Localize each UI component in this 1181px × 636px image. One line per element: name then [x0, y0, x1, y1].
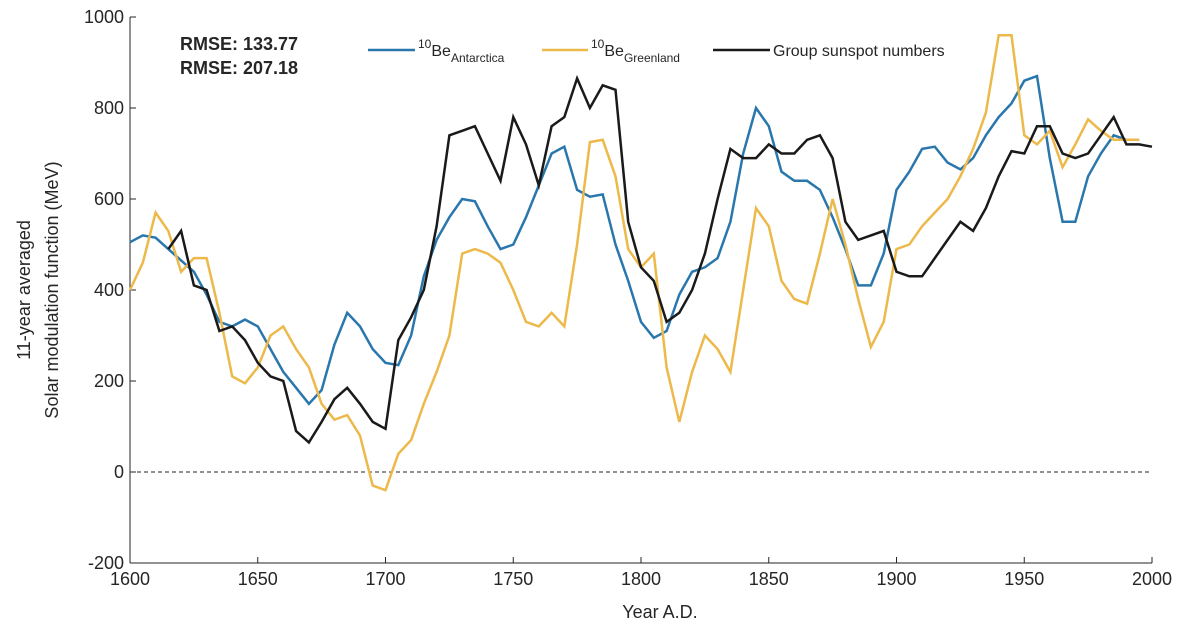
y-tick-label: 200 [94, 371, 124, 391]
series-line [167, 74, 1153, 445]
annotation: RMSE: 133.77 [180, 34, 298, 54]
x-tick-label: 1800 [621, 569, 661, 589]
legend-sub: Antarctica [451, 51, 505, 65]
legend-label: 10BeGreenland [591, 37, 680, 65]
x-tick-label: 1600 [110, 569, 150, 589]
legend-base: Be [604, 43, 624, 60]
legend-base: Group sunspot numbers [773, 43, 945, 60]
x-tick-label: 1950 [1004, 569, 1044, 589]
legend-sup: 10 [418, 37, 432, 51]
legend-sup: 10 [591, 37, 605, 51]
y-axis-label: Solar modulation function (MeV) [42, 161, 62, 418]
x-tick-label: 1650 [238, 569, 278, 589]
y-tick-label: -200 [88, 553, 124, 573]
legend-base: Be [431, 43, 451, 60]
legend-label: Group sunspot numbers [773, 43, 945, 60]
x-tick-label: 1750 [493, 569, 533, 589]
x-tick-label: 1900 [876, 569, 916, 589]
y-axis-label: 11-year averaged [14, 220, 34, 360]
series-line [129, 74, 1140, 406]
x-tick-label: 2000 [1132, 569, 1172, 589]
x-tick-label: 1850 [749, 569, 789, 589]
y-tick-label: 400 [94, 280, 124, 300]
y-tick-label: 0 [114, 462, 124, 482]
annotation: RMSE: 207.18 [180, 58, 298, 78]
legend-label: 10BeAntarctica [418, 37, 505, 65]
y-tick-label: 600 [94, 189, 124, 209]
legend-sub: Greenland [624, 51, 680, 65]
y-tick-label: 800 [94, 98, 124, 118]
series-line [128, 33, 1140, 492]
x-tick-label: 1700 [365, 569, 405, 589]
y-tick-label: 1000 [84, 7, 124, 27]
x-axis-label: Year A.D. [622, 602, 697, 622]
